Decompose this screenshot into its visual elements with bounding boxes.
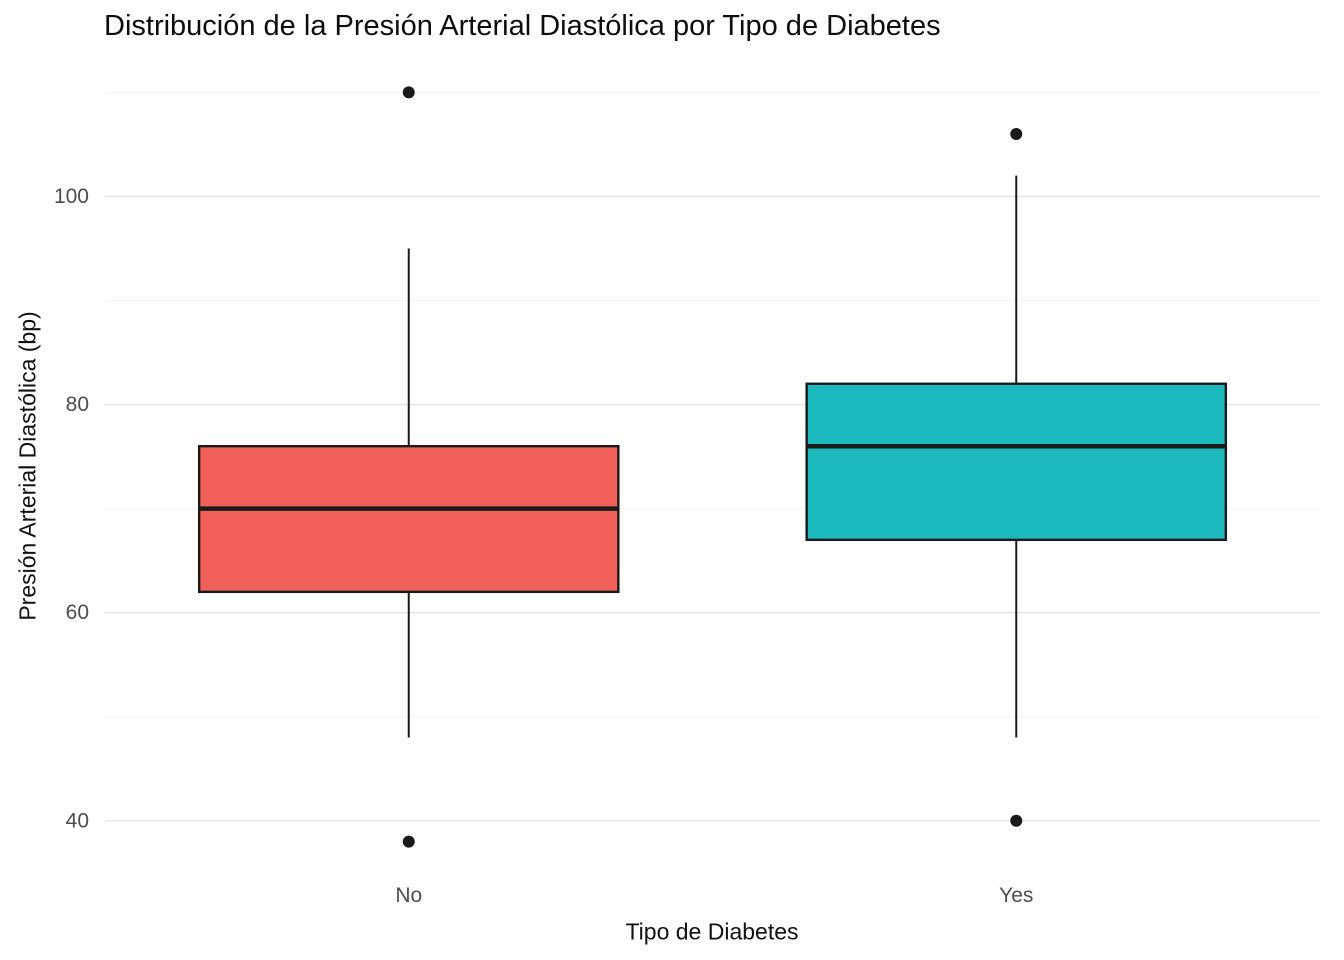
x-tick-label: No [395,884,422,907]
outlier-point-no [402,86,415,99]
outlier-point-yes [1010,814,1023,827]
x-axis-label: Tipo de Diabetes [625,918,799,945]
x-tick-label: Yes [999,884,1033,907]
box-yes [805,382,1228,542]
y-tick-label: 80 [66,393,89,416]
outlier-point-no [402,835,415,848]
y-tick-label: 100 [54,185,89,208]
y-tick-label: 40 [66,809,89,832]
box-no [197,444,620,594]
y-tick-label: 60 [66,601,89,624]
chart-title: Distribución de la Presión Arterial Dias… [104,10,941,42]
outlier-point-yes [1010,128,1023,141]
